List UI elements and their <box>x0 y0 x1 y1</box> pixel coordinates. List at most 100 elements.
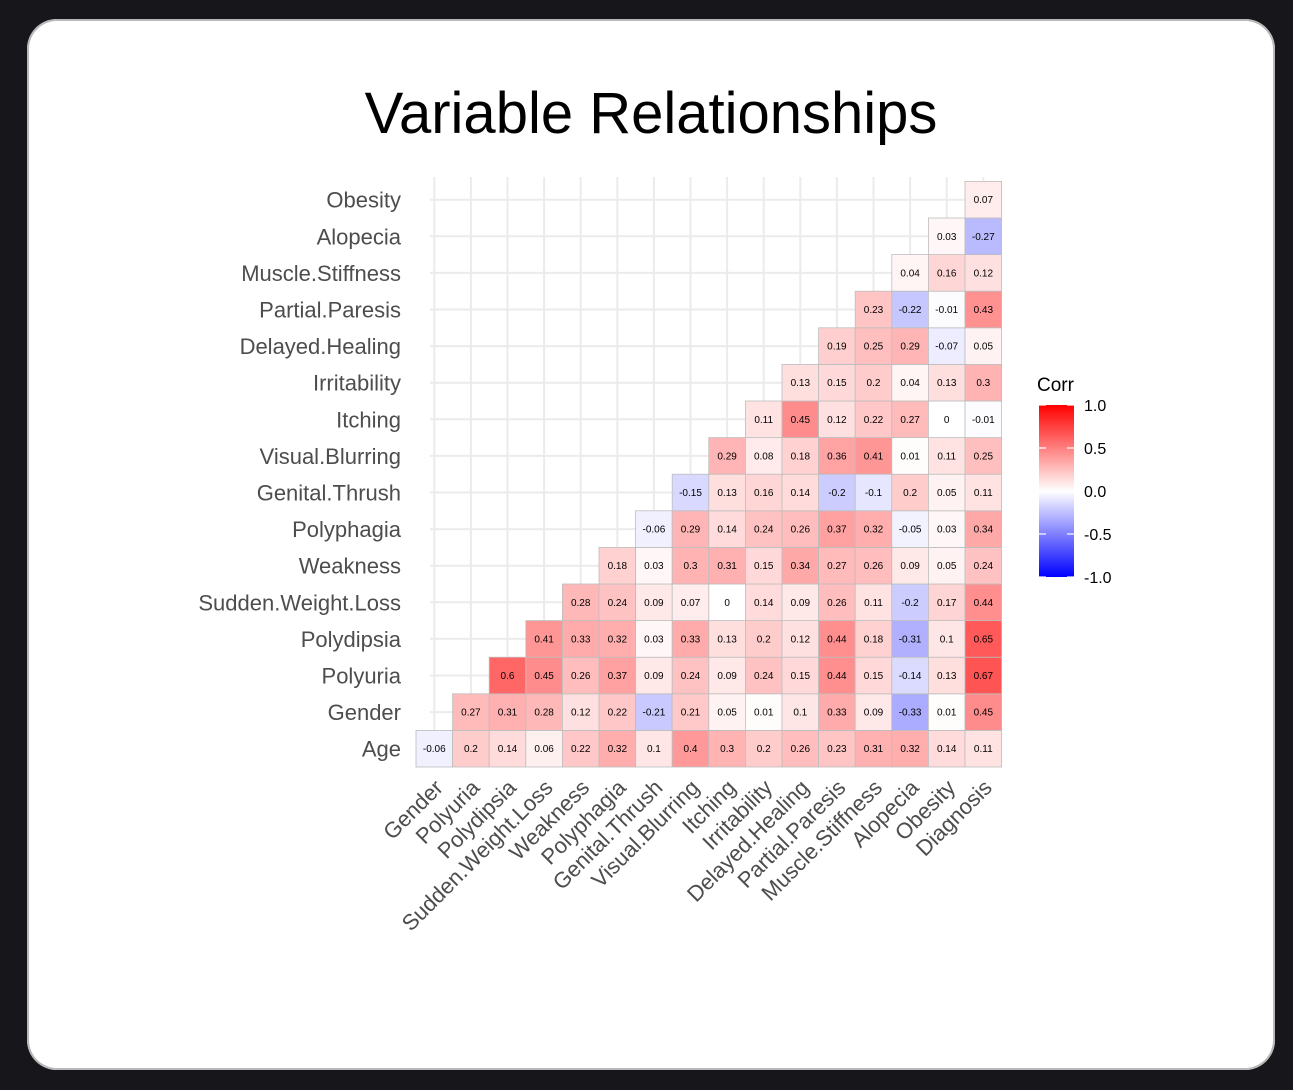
tile-value-label: 0.3 <box>684 561 698 572</box>
tile-value-label: 0.18 <box>608 561 628 572</box>
tile-value-label: 0.15 <box>791 671 811 682</box>
heatmap-tile <box>671 547 710 585</box>
x-axis-labels: GenderPolyuriaPolydipsiaSudden.Weight.Lo… <box>378 774 997 935</box>
heatmap-tile <box>964 730 1002 768</box>
heatmap-tile <box>964 547 1002 585</box>
tile-value-label: -0.22 <box>899 305 922 316</box>
heatmap-tile <box>781 730 819 768</box>
heatmap-tile <box>928 510 966 548</box>
y-tick-label: Obesity <box>326 188 401 213</box>
tile-value-label: -0.15 <box>679 488 702 499</box>
tile-value-label: 0.09 <box>717 671 737 682</box>
tile-value-label: 0.26 <box>571 671 591 682</box>
tile-value-label: -0.31 <box>899 634 922 645</box>
tile-value-label: 0.32 <box>608 634 628 645</box>
tile-value-label: 0.25 <box>864 342 884 353</box>
tile-value-label: 0.14 <box>937 744 957 755</box>
heatmap-tile <box>928 217 966 255</box>
tile-value-label: 0.01 <box>937 708 957 719</box>
heatmap-tile <box>854 583 893 621</box>
heatmap-tile <box>708 547 746 585</box>
heatmap-tile <box>964 437 1002 475</box>
tile-value-label: 0.11 <box>864 598 883 609</box>
heatmap-tile <box>781 473 819 512</box>
tile-value-label: 0.03 <box>644 634 664 645</box>
tile-value-label: 0.15 <box>754 561 774 572</box>
tile-value-label: 0.37 <box>827 525 847 536</box>
tile-value-label: 0.31 <box>864 744 884 755</box>
tile-value-label: 0.24 <box>754 525 774 536</box>
tile-value-label: 0.32 <box>900 744 920 755</box>
heatmap-tile <box>818 583 856 621</box>
tile-value-label: 0.2 <box>867 378 881 389</box>
tile-value-label: 0.12 <box>974 268 994 279</box>
legend-tick-label: 1.0 <box>1084 398 1106 415</box>
y-tick-label: Sudden.Weight.Loss <box>198 590 401 615</box>
heatmap-tile <box>635 730 673 768</box>
heatmap-tile <box>818 510 856 548</box>
tile-value-label: 0.12 <box>571 708 591 719</box>
heatmap-tile <box>635 510 673 548</box>
heatmap-tile <box>964 180 1002 219</box>
tile-value-label: 0.22 <box>571 744 591 755</box>
tile-value-label: 0.45 <box>791 415 811 426</box>
tile-value-label: 0.16 <box>937 268 957 279</box>
heatmap-tile <box>928 437 966 475</box>
tile-value-label: 0.2 <box>757 634 771 645</box>
tile-value-label: 0.13 <box>937 671 957 682</box>
tile-value-label: 0.34 <box>974 525 994 536</box>
heatmap-tile <box>488 693 527 731</box>
heatmap-tile <box>854 290 893 329</box>
heatmap-tile <box>598 547 636 585</box>
tile-value-label: -0.14 <box>899 671 922 682</box>
heatmap-tile <box>891 400 929 438</box>
tile-value-label: 0.27 <box>900 415 920 426</box>
heatmap-tile <box>854 656 893 695</box>
heatmap-tile <box>781 510 819 548</box>
tile-value-label: -0.27 <box>972 232 995 243</box>
tile-value-label: 0.34 <box>791 561 811 572</box>
heatmap-tile <box>671 693 710 731</box>
tile-value-label: 0.14 <box>791 488 811 499</box>
legend-tick-label: -1.0 <box>1084 570 1112 587</box>
heatmap-tile <box>708 620 746 658</box>
heatmap-tile <box>964 363 1002 402</box>
tile-value-label: 0.4 <box>684 744 698 755</box>
heatmap-tile <box>525 730 563 768</box>
tile-value-label: 0.1 <box>793 708 807 719</box>
heatmap-tile <box>964 583 1002 621</box>
tile-value-label: 0.32 <box>864 525 884 536</box>
y-tick-label: Gender <box>328 700 401 725</box>
y-tick-label: Polyuria <box>322 664 402 689</box>
tile-value-label: 0.13 <box>717 634 737 645</box>
heatmap-tile <box>671 510 710 548</box>
heatmap-tile <box>964 254 1002 292</box>
tile-value-label: -0.33 <box>899 708 922 719</box>
y-tick-label: Muscle.Stiffness <box>241 261 401 286</box>
tile-value-label: 0.14 <box>754 598 774 609</box>
tile-value-label: 0.28 <box>571 598 591 609</box>
tile-value-label: 0.12 <box>827 415 847 426</box>
heatmap-tile <box>671 473 710 512</box>
heatmap-tile <box>635 656 673 695</box>
legend: Corr 1.0 0.5 0.0 -0.5 -1.0 <box>1037 375 1112 587</box>
tile-value-label: 0.09 <box>791 598 811 609</box>
tile-value-label: 0.13 <box>937 378 957 389</box>
tile-value-label: 0.2 <box>464 744 478 755</box>
tile-value-label: 0.27 <box>461 708 481 719</box>
tile-value-label: 0.23 <box>864 305 884 316</box>
heatmap-tile <box>598 693 636 731</box>
heatmap-tile <box>854 437 893 475</box>
tile-value-label: 0.44 <box>827 634 847 645</box>
heatmap-tile <box>854 327 893 365</box>
tile-value-label: 0.31 <box>717 561 737 572</box>
heatmap-tile <box>964 217 1002 255</box>
heatmap-tile <box>854 620 893 658</box>
tile-value-label: 0.25 <box>974 451 994 462</box>
heatmap-tile <box>818 620 856 658</box>
tile-value-label: 0.09 <box>864 708 884 719</box>
heatmap-tile <box>562 730 600 768</box>
heatmap-tile <box>745 583 783 621</box>
tile-value-label: -0.07 <box>935 342 958 353</box>
